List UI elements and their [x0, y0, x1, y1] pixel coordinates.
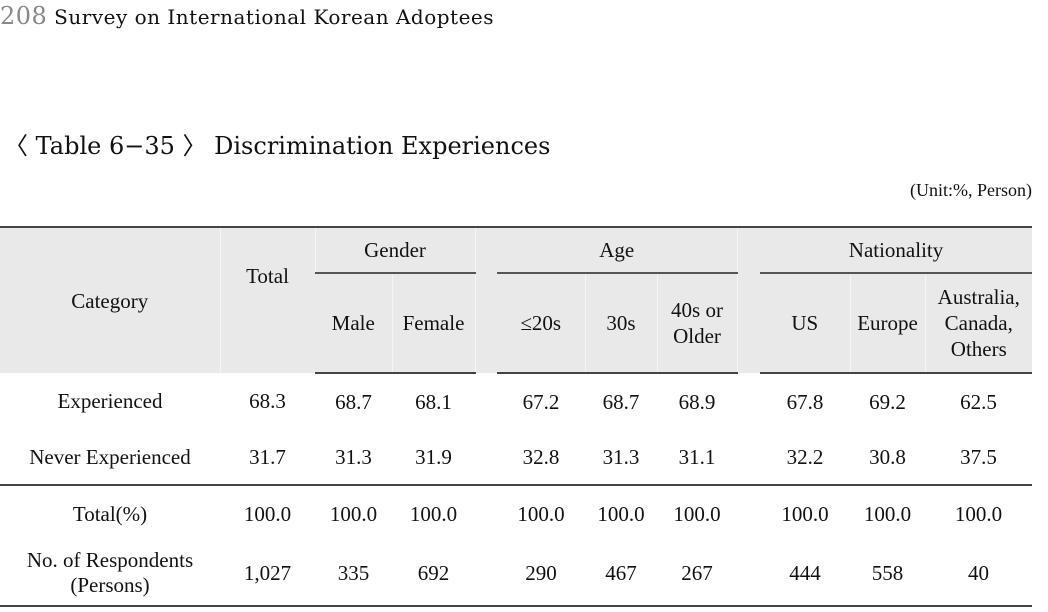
cell-value: 100.0	[585, 484, 657, 541]
cell-value: 100.0	[925, 484, 1033, 541]
running-title: Survey on International Korean Adoptees	[54, 5, 495, 29]
table-title: Discrimination Experiences	[214, 132, 551, 160]
header-age: Age	[497, 226, 738, 274]
header-category: Category	[0, 226, 220, 373]
header-age-30s: 30s	[584, 273, 657, 374]
spacer	[736, 226, 761, 373]
cell-value: 32.2	[786, 444, 824, 469]
page-number: 208	[0, 2, 48, 30]
spacer	[737, 373, 760, 429]
spacer	[737, 484, 761, 541]
cell-value: 100.0	[657, 484, 738, 541]
cell-value: 100.0	[220, 484, 315, 541]
cell-value: 444	[760, 541, 851, 607]
spacer	[475, 541, 497, 607]
row-label: Never Experienced	[29, 444, 191, 469]
spacer	[737, 429, 760, 485]
cell-value: 100.0	[760, 484, 851, 541]
spacer	[474, 226, 497, 373]
running-header: 208 Survey on International Korean Adopt…	[0, 2, 494, 30]
cell-value: 68.7	[602, 389, 640, 414]
header-us: US	[760, 273, 851, 374]
cell-value: 69.2	[869, 389, 906, 414]
cell-value: 68.9	[678, 389, 716, 414]
cell-value: 32.8	[522, 444, 560, 469]
cell-value: 1,027	[220, 541, 315, 607]
cell-value: 100.0	[497, 484, 585, 541]
cell-value: 31.1	[678, 444, 716, 469]
spacer	[475, 373, 497, 429]
cell-value: 67.2	[522, 389, 560, 414]
header-gender: Gender	[314, 226, 475, 274]
cell-value: 558	[850, 541, 926, 607]
table-row: Never Experienced 31.7 31.3 31.9 32.8 31.3 31.…	[0, 429, 1032, 485]
spacer	[475, 484, 497, 541]
cell-value: 290	[497, 541, 585, 607]
row-label: No. of Respondents (Persons)	[0, 541, 220, 607]
table-row: Total(%) 100.0 100.0 100.0 100.0 100.0 100.0 10…	[0, 484, 1033, 541]
header-total: Total	[219, 226, 315, 373]
table-label: 〈 Table 6−35 〉	[4, 132, 207, 160]
cell-value: 100.0	[315, 484, 392, 541]
cell-value: 100.0	[392, 484, 475, 541]
cell-value: 692	[392, 541, 475, 607]
cell-value: 40	[925, 541, 1033, 607]
cell-value: 68.3	[249, 389, 286, 413]
header-female: Female	[391, 273, 475, 374]
cell-value: 37.5	[960, 444, 997, 469]
table-caption: 〈 Table 6−35 〉 Discrimination Experience…	[4, 126, 550, 161]
spacer	[737, 541, 761, 607]
header-others: Australia, Canada, Others	[924, 273, 1033, 374]
cell-value: 31.7	[249, 444, 286, 469]
cell-value: 30.8	[869, 444, 906, 469]
cell-value: 31.3	[602, 444, 640, 469]
cell-value: 62.5	[960, 389, 997, 414]
header-age-40s: 40s or Older	[656, 273, 738, 374]
cell-value: 68.7	[335, 389, 372, 414]
cell-value: 267	[657, 541, 738, 607]
cell-value: 335	[315, 541, 392, 607]
unit-note: (Unit:%, Person)	[910, 180, 1032, 200]
cell-value: 67.8	[786, 389, 824, 414]
cell-value: 467	[585, 541, 657, 607]
discrimination-table: Category Total Gender Age Nationality Ma…	[0, 226, 1033, 607]
row-label: Experienced	[57, 389, 163, 413]
cell-value: 68.1	[415, 389, 452, 414]
table-row: No. of Respondents (Persons) 1,027 335 692 2…	[0, 541, 1033, 607]
spacer	[475, 429, 497, 485]
row-label: Total(%)	[0, 484, 220, 541]
cell-value: 31.3	[335, 444, 372, 469]
cell-value: 31.9	[415, 444, 452, 469]
header-europe: Europe	[849, 273, 926, 374]
header-nationality: Nationality	[760, 226, 1033, 274]
header-age-20s: ≤20s	[497, 273, 585, 374]
cell-value: 100.0	[850, 484, 926, 541]
header-male: Male	[315, 273, 392, 374]
table-row: Experienced 68.3 68.7 68.1 67.2 68.7 68.9 67.8 6…	[0, 373, 1032, 429]
